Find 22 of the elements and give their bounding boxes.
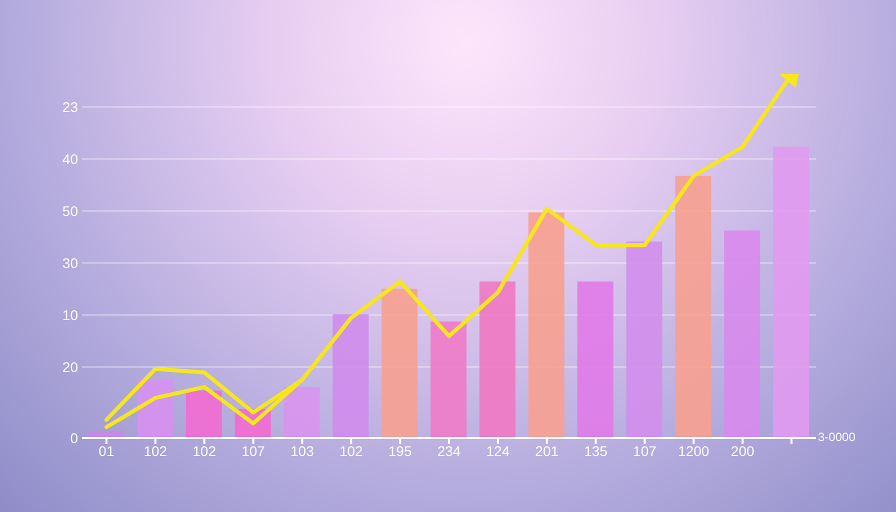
x-tick-label: 195 [388,442,412,459]
x-tick-label: 102 [192,442,216,459]
x-tick-label: 01 [98,442,114,459]
text: 40 [62,150,78,168]
text: 50 [62,202,78,220]
text: 30 [62,254,78,272]
text: 10 [62,306,78,324]
x-tick-label: 102 [144,442,168,459]
text: 0 [70,429,78,447]
x-tick-label: 1200 [678,442,710,459]
x-tick-label: 107 [633,442,657,459]
text: 20 [62,358,78,376]
x-tick-label: 102 [339,442,364,459]
x-tick-label: 135 [584,442,608,459]
x-tick-label: 103 [290,442,314,459]
x-tick-label: 107 [242,442,266,459]
x-tick-label: 201 [535,442,559,459]
x-tick-label: 200 [730,442,754,459]
x-tick-label: 234 [437,442,461,459]
text: 3-0000 [818,430,856,444]
x-tick-label: 124 [486,442,510,459]
text: 23 [62,98,78,116]
